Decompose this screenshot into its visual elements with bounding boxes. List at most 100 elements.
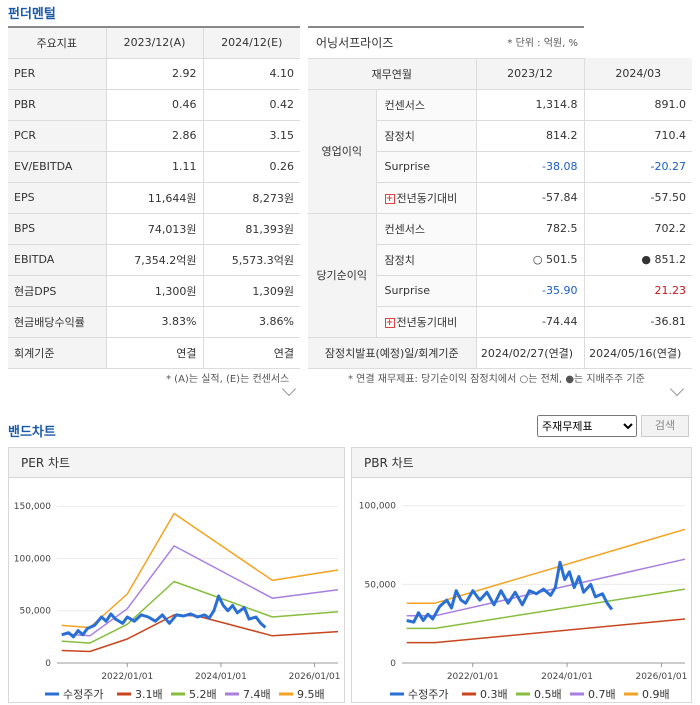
indicators-header: 주요지표 [8,26,106,59]
y-tick-label: 0 [45,659,51,669]
indicator-row: EBITDA 7,354.2억원 5,573.3억원 [8,244,300,276]
indicator-value-2024: 1,309원 [202,275,300,307]
series-line-band-2 [61,580,339,644]
earnings-header: 2023/12 [475,58,584,90]
indicator-value-2023: 2.92 [105,58,203,90]
legend-label: 0.3배 [480,688,508,701]
expand-plus-icon[interactable]: + [384,193,395,204]
indicator-row: EV/EBITDA 1.11 0.26 [8,151,300,183]
earnings-note: * 연결 재무제표: 당기순이익 잠정치에서 ○는 전체, ●는 지배주주 기준 [348,374,645,385]
per-chart-panel: PER 차트 150,000 100,000 50,000 0 2022/01/01 20… [8,447,345,703]
earnings-row-label: 전년동기대비 [396,315,458,329]
earnings-row-label-cell: + 전년동기대비 [376,306,476,338]
earnings-value-2024: -36.81 [583,306,692,338]
earnings-row: Surprise -38.08 -20.27 [308,151,692,183]
y-tick-label: 100,000 [14,554,51,564]
indicator-label: BPS [8,213,106,245]
earnings-row-label: Surprise [384,160,431,173]
indicator-value-2023: 7,354.2억원 [105,244,203,276]
earnings-row-label: 잠정치 [384,253,415,267]
earnings-value-2023: 782.5 [475,213,584,245]
indicator-label: EV/EBITDA [8,151,106,183]
legend-label: 수정주가 [63,688,103,701]
earnings-value-2024: 891.0 [583,89,692,121]
indicator-value-2023: 연결 [105,337,203,369]
indicator-value-2024: 4.10 [202,58,300,90]
earnings-row: + 전년동기대비 -74.44 -36.81 [308,306,692,338]
per-chart-svg: 150,000 100,000 50,000 0 2022/01/01 2024/01/0… [14,502,341,701]
earnings-row-label-cell: 컨센서스 [376,213,476,245]
indicators-header: 2024/12(E) [202,26,300,59]
series-line-band-1 [406,618,686,644]
indicator-label: EPS [8,182,106,214]
series-line-price [406,560,614,624]
indicator-value-2024: 연결 [202,337,300,369]
indicator-value-2023: 1.11 [105,151,203,183]
earnings-surprise-table: 어닝서프라이즈 * 단위 : 억원, % 재무연월 2023/12 2024/0… [308,26,692,369]
indicator-row: PER 2.92 4.10 [8,58,300,90]
indicator-label: 현금배당수익률 [8,306,106,338]
earnings-value-2023: -35.90 [475,275,584,307]
legend-label: 0.9배 [642,688,670,701]
earnings-value-2023: 1,314.8 [475,89,584,121]
indicator-row: PBR 0.46 0.42 [8,89,300,121]
earnings-title-cell: 어닝서프라이즈 * 단위 : 억원, % [308,26,584,59]
x-tick-label: 2022/01/01 [101,672,153,682]
series-line-band-4 [406,528,686,604]
indicator-value-2024: 8,273원 [202,182,300,214]
expand-plus-icon[interactable]: + [384,317,395,328]
indicator-row: BPS 74,013원 81,393원 [8,213,300,245]
y-tick-label: 50,000 [20,607,52,617]
series-line-band-2 [406,588,686,630]
indicator-label: PCR [8,120,106,152]
earnings-row-label: 전년동기대비 [396,191,458,205]
indicator-label: PBR [8,89,106,121]
y-tick-label: 150,000 [14,502,51,512]
indicator-value-2023: 74,013원 [105,213,203,245]
y-tick-label: 100,000 [359,502,396,512]
earnings-header: 2024/03 [583,58,692,90]
series-line-price [61,594,267,639]
earnings-row-label: 컨센서스 [384,98,425,112]
earnings-row: 당기순이익 컨센서스 782.5 702.2 [308,213,692,338]
indicator-value-2024: 81,393원 [202,213,300,245]
earnings-row-label-cell: + 전년동기대비 [376,182,476,214]
key-indicators-table: 주요지표 2023/12(A) 2024/12(E) PER 2.92 4.10 PB… [8,26,300,369]
indicator-value-2023: 3.83% [105,306,203,338]
earnings-title: 어닝서프라이즈 [316,36,394,51]
earnings-row-label-cell: 잠정치 [376,244,476,276]
y-tick-label: 0 [390,659,396,669]
earnings-value-2024: 21.23 [583,275,692,307]
announce-date-2023: 2024/02/27(연결) [475,337,584,369]
legend-label: 9.5배 [297,688,325,701]
earnings-row-label-cell: Surprise [376,275,476,307]
x-tick-label: 2026/01/01 [635,672,687,682]
financial-statement-select[interactable]: 주재무제표 [537,415,637,437]
legend-label: 0.5배 [534,688,562,701]
earnings-value-2024: -20.27 [583,151,692,183]
earnings-header: 재무연월 [308,58,476,90]
earnings-group-label: 당기순이익 [308,213,377,338]
series-line-band-3 [406,558,686,617]
earnings-unit-note: * 단위 : 억원, % [507,38,578,50]
earnings-value-2024: -57.50 [583,182,692,214]
earnings-row-label: 잠정치 [384,129,415,143]
earnings-value-2023: -57.84 [475,182,584,214]
indicator-label: PER [8,58,106,90]
pbr-chart-svg: 100,000 50,000 0 2022/01/01 2024/01/01 2026/0… [359,502,688,701]
announce-date-label: 잠정치발표(예정)일/회계기준 [308,337,477,369]
pbr-chart-panel: PBR 차트 100,000 50,000 0 2022/01/01 2024/01/0… [351,447,692,703]
earnings-row: + 전년동기대비 -57.84 -57.50 [308,182,692,214]
expand-earnings-chevron-icon[interactable] [669,381,685,397]
indicator-value-2023: 11,644원 [105,182,203,214]
search-button[interactable]: 검색 [641,415,689,437]
earnings-row-label-cell: Surprise [376,151,476,183]
earnings-row: 영업이익 컨센서스 1,314.8 891.0 [308,89,692,214]
indicator-row: PCR 2.86 3.15 [8,120,300,152]
series-line-band-3 [61,545,339,637]
x-tick-label: 2024/01/01 [195,672,247,682]
indicator-row: 현금DPS 1,300원 1,309원 [8,275,300,307]
earnings-row-label-cell: 잠정치 [376,120,476,152]
x-tick-label: 2026/01/01 [289,672,341,682]
indicator-row: 현금배당수익률 3.83% 3.86% [8,306,300,338]
